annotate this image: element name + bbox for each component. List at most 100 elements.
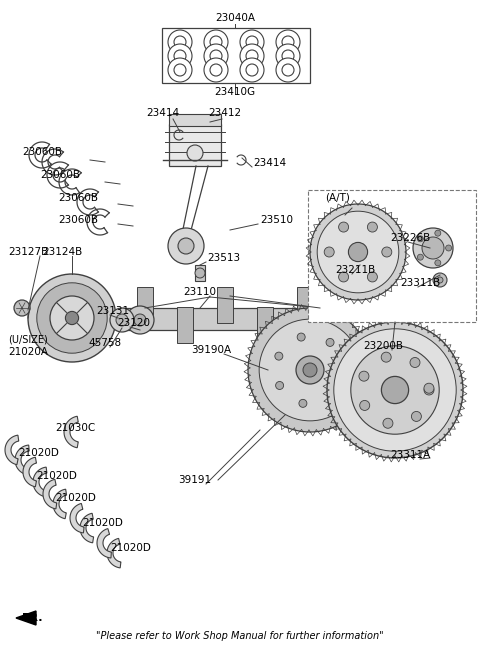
Circle shape (210, 36, 222, 48)
Circle shape (187, 145, 203, 161)
Circle shape (310, 204, 406, 300)
Circle shape (174, 64, 186, 76)
Circle shape (383, 419, 393, 428)
Circle shape (174, 50, 186, 62)
Circle shape (359, 371, 369, 381)
Text: 21020A: 21020A (8, 347, 48, 357)
Circle shape (297, 333, 305, 341)
Circle shape (418, 254, 423, 260)
Circle shape (168, 228, 204, 264)
Circle shape (276, 30, 300, 54)
Polygon shape (107, 539, 121, 568)
Circle shape (240, 58, 264, 82)
Circle shape (282, 50, 294, 62)
Text: 23200B: 23200B (363, 341, 403, 351)
Text: 21020D: 21020D (110, 543, 151, 553)
Polygon shape (5, 435, 19, 464)
Text: 21020D: 21020D (18, 448, 59, 458)
Circle shape (296, 356, 324, 384)
Circle shape (410, 358, 420, 367)
Text: 23211B: 23211B (335, 265, 375, 275)
Circle shape (246, 36, 258, 48)
Circle shape (276, 44, 300, 68)
Text: 23513: 23513 (207, 253, 240, 263)
Polygon shape (53, 489, 67, 519)
Circle shape (413, 228, 453, 268)
Text: 23060B: 23060B (58, 193, 98, 203)
Text: FR.: FR. (22, 613, 43, 623)
Bar (122, 308, 322, 330)
Text: 23311B: 23311B (400, 278, 440, 288)
Circle shape (119, 309, 137, 327)
Circle shape (259, 319, 361, 421)
Circle shape (435, 230, 441, 236)
Circle shape (424, 385, 434, 395)
Circle shape (276, 382, 284, 390)
Bar (169, 124, 221, 166)
Circle shape (124, 314, 132, 322)
Circle shape (282, 64, 294, 76)
Circle shape (248, 308, 372, 432)
Circle shape (338, 272, 348, 282)
Circle shape (381, 352, 391, 362)
Text: 21020D: 21020D (82, 518, 123, 528)
Bar (177, 307, 193, 343)
Circle shape (126, 306, 154, 334)
Circle shape (445, 245, 452, 251)
Text: 23060B: 23060B (58, 215, 98, 225)
Circle shape (382, 247, 392, 257)
Circle shape (437, 277, 443, 283)
Text: 39191: 39191 (178, 475, 211, 485)
Circle shape (174, 36, 186, 48)
Circle shape (116, 314, 128, 326)
Circle shape (340, 364, 348, 372)
Text: 23060B: 23060B (22, 147, 62, 157)
Bar (308, 190, 476, 322)
Circle shape (168, 44, 192, 68)
Circle shape (282, 36, 294, 48)
Circle shape (240, 30, 264, 54)
Polygon shape (97, 529, 111, 558)
Circle shape (204, 44, 228, 68)
Text: 39190A: 39190A (191, 345, 231, 355)
Circle shape (37, 283, 107, 353)
Text: 23060B: 23060B (40, 170, 80, 180)
Circle shape (317, 211, 399, 293)
Text: 21030C: 21030C (55, 423, 95, 433)
Circle shape (422, 237, 444, 259)
Text: 23120: 23120 (117, 318, 150, 328)
Text: 23110: 23110 (183, 287, 216, 297)
Polygon shape (43, 480, 57, 509)
Bar (169, 114, 221, 126)
Circle shape (338, 222, 348, 232)
Circle shape (204, 58, 228, 82)
Text: 23131: 23131 (96, 306, 129, 316)
Circle shape (299, 400, 307, 407)
Text: 23414: 23414 (146, 108, 180, 118)
Circle shape (168, 30, 192, 54)
Bar (217, 287, 233, 323)
Circle shape (50, 296, 94, 340)
Circle shape (327, 392, 336, 401)
Circle shape (240, 44, 264, 68)
Circle shape (276, 58, 300, 82)
Circle shape (367, 222, 377, 232)
Circle shape (433, 273, 447, 287)
Circle shape (348, 243, 368, 262)
Circle shape (195, 268, 205, 278)
Circle shape (65, 312, 79, 325)
Bar (257, 307, 273, 343)
Circle shape (14, 300, 30, 316)
Bar (195, 265, 205, 281)
Text: 23311A: 23311A (390, 450, 430, 460)
Circle shape (424, 383, 434, 393)
Text: 23124B: 23124B (42, 247, 82, 257)
Bar (297, 287, 313, 323)
Text: 21020D: 21020D (55, 493, 96, 503)
Text: (U/SIZE): (U/SIZE) (8, 335, 48, 345)
Circle shape (303, 363, 317, 377)
Text: 45758: 45758 (88, 338, 121, 348)
Circle shape (418, 236, 423, 242)
Circle shape (246, 64, 258, 76)
Text: 23226B: 23226B (390, 233, 430, 243)
